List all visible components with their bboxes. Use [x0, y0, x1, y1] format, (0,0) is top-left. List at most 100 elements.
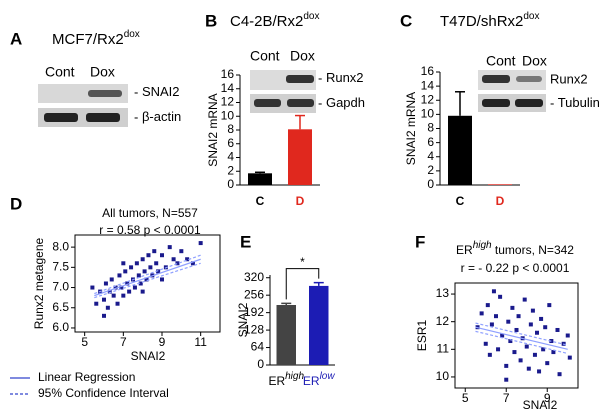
band-label: - Gapdh [318, 95, 365, 110]
y-tick-label: 10 [436, 369, 450, 383]
category: C [456, 194, 465, 208]
point [185, 257, 190, 262]
point [504, 377, 509, 382]
y-axis-label: SNAI2 [236, 302, 250, 337]
regression-line [475, 326, 568, 350]
y-tick-label: 4 [227, 150, 234, 164]
point [103, 281, 108, 286]
band-name: Gapdh [326, 95, 365, 110]
blot-band [254, 99, 281, 107]
point [504, 363, 509, 368]
point [107, 289, 112, 294]
point [500, 333, 505, 338]
point [516, 314, 521, 319]
point [506, 319, 511, 324]
point [121, 293, 126, 298]
blot-band [287, 99, 314, 107]
point [115, 301, 120, 306]
y-tick-label: 6 [427, 135, 434, 149]
y-tick-label: 8.0 [52, 239, 69, 253]
point [491, 289, 496, 294]
y-tick-label: 64 [251, 340, 265, 354]
band-label: Runx2 [550, 71, 588, 86]
band-label: - SNAI2 [134, 84, 180, 99]
point [198, 241, 203, 246]
y-tick-label: 14 [221, 81, 235, 95]
point [171, 257, 176, 262]
point [167, 245, 172, 250]
point [537, 369, 542, 374]
title: MCF7/Rx2 [52, 31, 124, 48]
x-tick-label: D [496, 194, 505, 208]
y-tick-label: 8 [227, 122, 234, 136]
point [498, 294, 503, 299]
point [152, 249, 157, 254]
regression-line [94, 258, 201, 297]
point [547, 303, 552, 308]
y-tick-label: 13 [436, 286, 450, 300]
x-tick-label: ERhigh [268, 371, 304, 389]
y-tick-label: 12 [221, 95, 235, 109]
point [514, 327, 519, 332]
point [105, 305, 110, 310]
confidence-line [94, 262, 201, 299]
panel-label: C [400, 11, 412, 30]
point [109, 277, 114, 282]
point [94, 301, 99, 306]
y-tick-label: 2 [227, 163, 234, 177]
legend-label: Linear Regression [38, 370, 135, 384]
panel-label: D [10, 194, 22, 213]
point [541, 347, 546, 352]
point [510, 305, 515, 310]
point [557, 372, 562, 377]
y-tick-label: 14 [421, 78, 435, 92]
point [532, 352, 537, 357]
x-tick-label: C [456, 194, 465, 208]
point [121, 261, 126, 266]
x-tick-label: 7 [503, 391, 510, 405]
band-label: - Tubulin [550, 95, 600, 110]
category: ER [268, 374, 285, 388]
point [156, 269, 161, 274]
band-label: - Runx2 [318, 70, 364, 85]
blot-band [44, 113, 78, 122]
x-tick-label: ERlow [303, 371, 335, 389]
point [175, 261, 180, 266]
point [113, 285, 118, 290]
point [119, 285, 124, 290]
point [90, 285, 95, 290]
title-sup: dox [124, 29, 140, 40]
point [512, 350, 517, 355]
blot-strip [38, 108, 128, 127]
y-axis-label: SNAI2 mRNA [404, 92, 418, 165]
legend-label: 95% Confidence Interval [38, 386, 169, 400]
y-tick-label: 0 [227, 177, 234, 191]
y-tick-label: 12 [436, 314, 450, 328]
category: D [496, 194, 505, 208]
y-tick-label: 192 [244, 305, 264, 319]
lane-label: Dox [522, 53, 547, 69]
point [479, 311, 484, 316]
point [102, 297, 106, 302]
point [494, 314, 498, 319]
y-tick-label: 11 [437, 341, 450, 355]
band-name: β-actin [142, 109, 181, 124]
point [102, 313, 106, 318]
y-tick-label: 10 [221, 108, 235, 122]
point [129, 265, 134, 270]
point [565, 333, 570, 338]
blot-band [482, 99, 510, 107]
y-tick-label: 7.0 [52, 280, 69, 294]
panel-label: F [415, 232, 425, 251]
y-axis-label: Runx2 metagene [32, 237, 46, 329]
point [535, 330, 539, 335]
point [530, 308, 535, 313]
x-tick-label: 7 [120, 335, 127, 349]
blot-band [88, 90, 122, 97]
blot-band [286, 75, 314, 83]
point [526, 366, 531, 371]
point [146, 253, 151, 258]
point [179, 249, 184, 254]
point [142, 269, 147, 274]
x-axis-label: SNAI2 [131, 349, 166, 363]
